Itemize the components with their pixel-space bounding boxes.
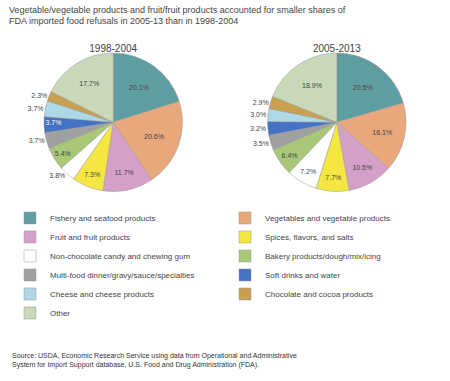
svg-text:3.7%: 3.7% [45,119,61,126]
svg-text:7.7%: 7.7% [325,174,341,181]
svg-text:3.5%: 3.5% [253,140,269,147]
svg-text:3.2%: 3.2% [250,125,266,132]
svg-text:Fruit and fruit products: Fruit and fruit products [50,233,130,242]
svg-text:3.8%: 3.8% [49,172,65,179]
svg-text:3.7%: 3.7% [29,137,45,144]
svg-text:Multi-food dinner/gravy/sauce/: Multi-food dinner/gravy/sauce/specialtie… [50,271,195,280]
svg-text:Fishery and seafood products: Fishery and seafood products [50,214,155,223]
svg-text:7.3%: 7.3% [84,171,100,178]
svg-text:Other: Other [50,309,70,318]
svg-text:Cheese and cheese products: Cheese and cheese products [50,290,154,299]
svg-text:20.1%: 20.1% [129,84,149,91]
svg-text:16.1%: 16.1% [372,129,392,136]
svg-text:2005-2013: 2005-2013 [313,43,361,54]
svg-text:Soft drinks and water: Soft drinks and water [265,271,340,280]
svg-text:11.7%: 11.7% [114,169,133,176]
svg-text:Source: USDA, Economic Researc: Source: USDA, Economic Research Service … [12,352,297,369]
svg-text:Vegetable/vegetable products a: Vegetable/vegetable products and fruit/f… [9,5,346,27]
svg-text:6.4%: 6.4% [282,152,298,159]
svg-text:3.0%: 3.0% [250,111,266,118]
svg-text:1998-2004: 1998-2004 [89,43,137,54]
svg-text:18.9%: 18.9% [302,82,322,89]
svg-text:2.3%: 2.3% [31,92,47,99]
svg-text:20.6%: 20.6% [144,133,164,140]
svg-text:Vegetables and vegetable produ: Vegetables and vegetable products [265,214,390,223]
svg-text:3.7%: 3.7% [28,105,44,112]
svg-text:Chocolate and cocoa products: Chocolate and cocoa products [265,290,373,299]
svg-text:5.4%: 5.4% [55,150,71,157]
svg-text:Non-chocolate candy and chewin: Non-chocolate candy and chewing gum [50,252,190,261]
svg-text:2.9%: 2.9% [253,99,269,106]
svg-text:20.5%: 20.5% [353,84,373,91]
svg-text:Spices, flavors, and salts: Spices, flavors, and salts [265,233,353,242]
svg-text:17.7%: 17.7% [79,80,99,87]
svg-text:Bakery products/dough/mix/icin: Bakery products/dough/mix/icing [265,252,381,261]
svg-text:7.2%: 7.2% [300,168,316,175]
svg-text:10.5%: 10.5% [352,164,372,171]
